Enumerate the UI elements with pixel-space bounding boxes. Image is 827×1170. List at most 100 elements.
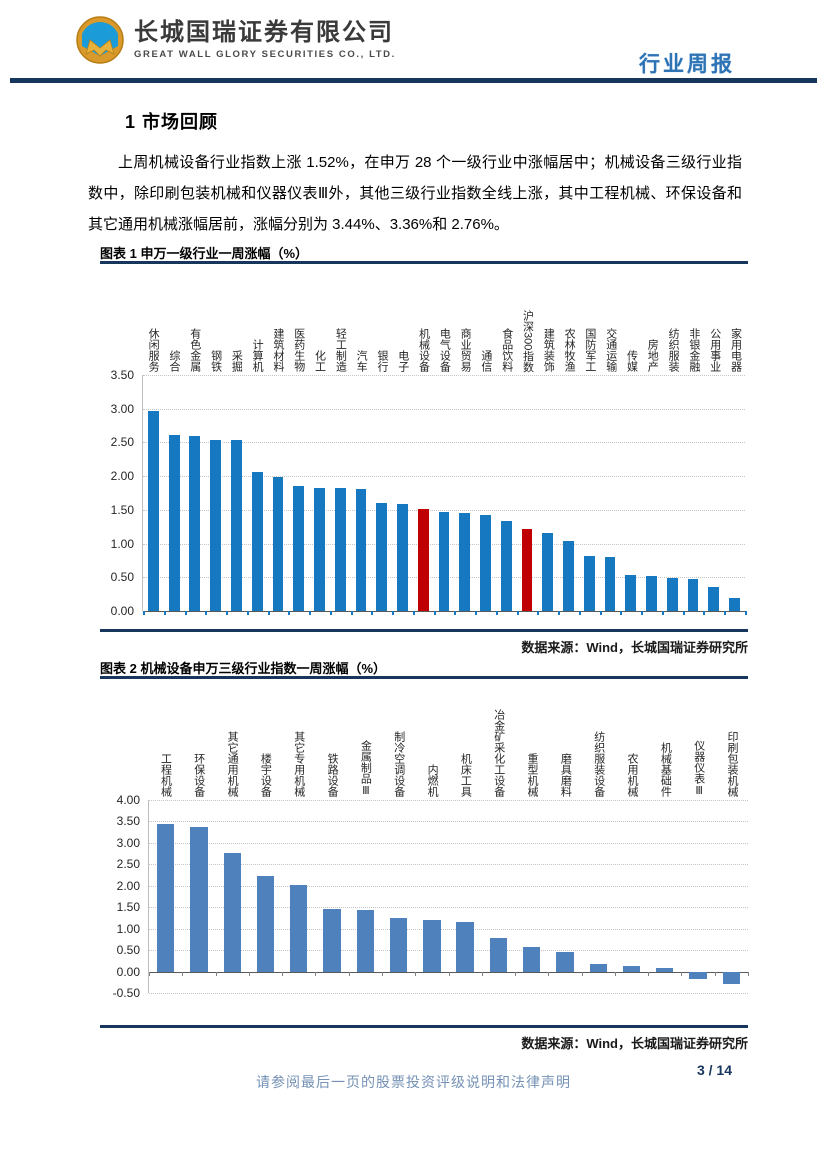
category-label-cell: 家用电器 bbox=[724, 268, 745, 375]
category-label-cell: 传媒 bbox=[620, 268, 641, 375]
category-label: 机床工具 bbox=[459, 753, 472, 797]
category-label: 轻工制造 bbox=[334, 328, 347, 372]
category-label: 交通运输 bbox=[604, 328, 617, 372]
chart1-plot-area bbox=[142, 375, 747, 615]
category-label: 综合 bbox=[167, 350, 180, 372]
category-label: 国防军工 bbox=[583, 328, 596, 372]
x-axis-tick bbox=[350, 611, 353, 615]
x-axis-tick bbox=[537, 611, 540, 615]
category-label-cell: 农林牧渔 bbox=[558, 268, 579, 375]
category-label-cell: 纺织服装设备 bbox=[581, 684, 614, 800]
figure2-caption: 图表 2 机械设备申万三级行业指数一周涨幅（%） bbox=[100, 661, 387, 676]
category-label-cell: 冶金矿采化工设备 bbox=[481, 684, 514, 800]
category-label-cell: 其它通用机械 bbox=[215, 684, 248, 800]
y-axis-tick-label: 3.50 bbox=[110, 368, 134, 382]
x-axis-tick bbox=[246, 611, 249, 615]
category-label-cell: 化工 bbox=[308, 268, 329, 375]
x-axis-tick bbox=[412, 611, 415, 615]
x-axis-tick bbox=[724, 611, 727, 615]
category-label-cell: 非银金融 bbox=[683, 268, 704, 375]
x-axis-tick bbox=[548, 971, 550, 976]
y-axis-tick-label: -0.50 bbox=[112, 986, 140, 1000]
bar bbox=[210, 440, 222, 611]
bar bbox=[456, 922, 474, 972]
category-label-cell: 重型机械 bbox=[515, 684, 548, 800]
bar bbox=[190, 827, 208, 972]
category-label-cell: 金属制品Ⅲ bbox=[348, 684, 381, 800]
figure1-bottom-rule bbox=[100, 629, 748, 632]
category-label: 沪深300指数 bbox=[521, 309, 534, 372]
bar bbox=[563, 540, 574, 611]
category-label-cell: 计算机 bbox=[246, 268, 267, 375]
x-axis-tick bbox=[392, 611, 395, 615]
category-label-cell: 仪器仪表Ⅲ bbox=[681, 684, 714, 800]
x-axis-tick bbox=[215, 971, 217, 976]
bar bbox=[625, 574, 637, 611]
category-label-cell: 磨具磨料 bbox=[548, 684, 581, 800]
bar bbox=[523, 947, 541, 972]
category-label: 汽车 bbox=[355, 350, 368, 372]
y-axis-tick-label: 3.50 bbox=[116, 814, 140, 829]
category-label-cell: 有色金属 bbox=[184, 268, 205, 375]
gridline bbox=[149, 821, 748, 823]
x-axis-tick bbox=[641, 611, 644, 615]
category-label-cell: 建筑装饰 bbox=[537, 268, 558, 375]
category-label: 医药生物 bbox=[292, 328, 305, 372]
category-label-cell: 沪深300指数 bbox=[516, 268, 537, 375]
category-label: 公用事业 bbox=[708, 328, 721, 372]
chart1-industry-weekly-change: 0.00 0.50 1.00 1.50 2.00 2.50 3.00 3.50 休闲服务 综合有… bbox=[100, 268, 747, 618]
company-name-block: 长城国瑞证券有限公司 GREAT WALL GLORY SECURITIES C… bbox=[134, 19, 396, 61]
x-axis-tick bbox=[267, 611, 270, 615]
category-label-cell: 医药生物 bbox=[288, 268, 309, 375]
section-heading: 1 市场回顾 bbox=[125, 112, 219, 132]
gridline bbox=[149, 928, 748, 930]
bar bbox=[355, 488, 367, 611]
y-axis-tick-label: 4.00 bbox=[116, 793, 140, 807]
category-label: 农林牧渔 bbox=[563, 328, 576, 372]
x-axis-tick bbox=[714, 971, 716, 976]
chart2-category-labels: 工程机械 环保设备 其它通用机械 楼宇设备 其它专用机械 铁路设备 金属制品Ⅲ 制冷空调设备内… bbox=[148, 684, 748, 800]
y-axis-tick-label: 3.00 bbox=[116, 835, 140, 850]
category-label-cell: 印刷包装机械 bbox=[715, 684, 748, 800]
x-axis-tick bbox=[433, 611, 436, 615]
category-label-cell: 钢铁 bbox=[204, 268, 225, 375]
x-axis-tick bbox=[614, 971, 616, 976]
category-label-cell: 汽车 bbox=[350, 268, 371, 375]
y-axis-tick-label: 3.00 bbox=[110, 401, 134, 416]
figure1-source-note: 数据来源：Wind，长城国瑞证券研究所 bbox=[521, 640, 748, 655]
x-axis-tick bbox=[149, 971, 150, 976]
category-label-cell: 机械基础件 bbox=[648, 684, 681, 800]
category-label-cell: 楼宇设备 bbox=[248, 684, 281, 800]
bar bbox=[147, 410, 159, 611]
company-name-en: GREAT WALL GLORY SECURITIES CO., LTD. bbox=[134, 49, 396, 61]
gridline bbox=[149, 842, 748, 844]
x-axis-tick bbox=[184, 611, 187, 615]
figure1-caption: 图表 1 申万一级行业一周涨幅（%） bbox=[100, 246, 309, 261]
page-header: 长城国瑞证券有限公司 GREAT WALL GLORY SECURITIES C… bbox=[0, 0, 827, 84]
x-axis-tick bbox=[599, 611, 602, 615]
x-axis-tick bbox=[248, 971, 250, 976]
x-axis-tick bbox=[315, 971, 317, 976]
x-axis-line bbox=[143, 611, 745, 612]
bar bbox=[251, 472, 263, 611]
category-label-cell: 电子 bbox=[392, 268, 413, 375]
x-axis-tick bbox=[371, 611, 374, 615]
category-label: 其它通用机械 bbox=[226, 731, 239, 797]
category-label-cell: 通信 bbox=[475, 268, 496, 375]
x-axis-tick bbox=[703, 611, 706, 615]
category-label-cell: 公用事业 bbox=[704, 268, 725, 375]
gridline bbox=[143, 375, 745, 376]
category-label: 电子 bbox=[396, 350, 409, 372]
category-label: 冶金矿采化工设备 bbox=[492, 709, 505, 797]
category-label-cell: 采掘 bbox=[225, 268, 246, 375]
bar bbox=[376, 503, 388, 611]
bar bbox=[666, 577, 678, 611]
category-label: 磨具磨料 bbox=[559, 753, 572, 797]
bar bbox=[389, 917, 408, 972]
bar bbox=[314, 487, 325, 611]
x-axis-tick bbox=[282, 971, 284, 976]
x-axis-tick bbox=[475, 611, 478, 615]
body-paragraph: 上周机械设备行业指数上涨 1.52%，在申万 28 个一级行业中涨幅居中；机械设… bbox=[88, 154, 742, 233]
bar bbox=[729, 598, 740, 611]
